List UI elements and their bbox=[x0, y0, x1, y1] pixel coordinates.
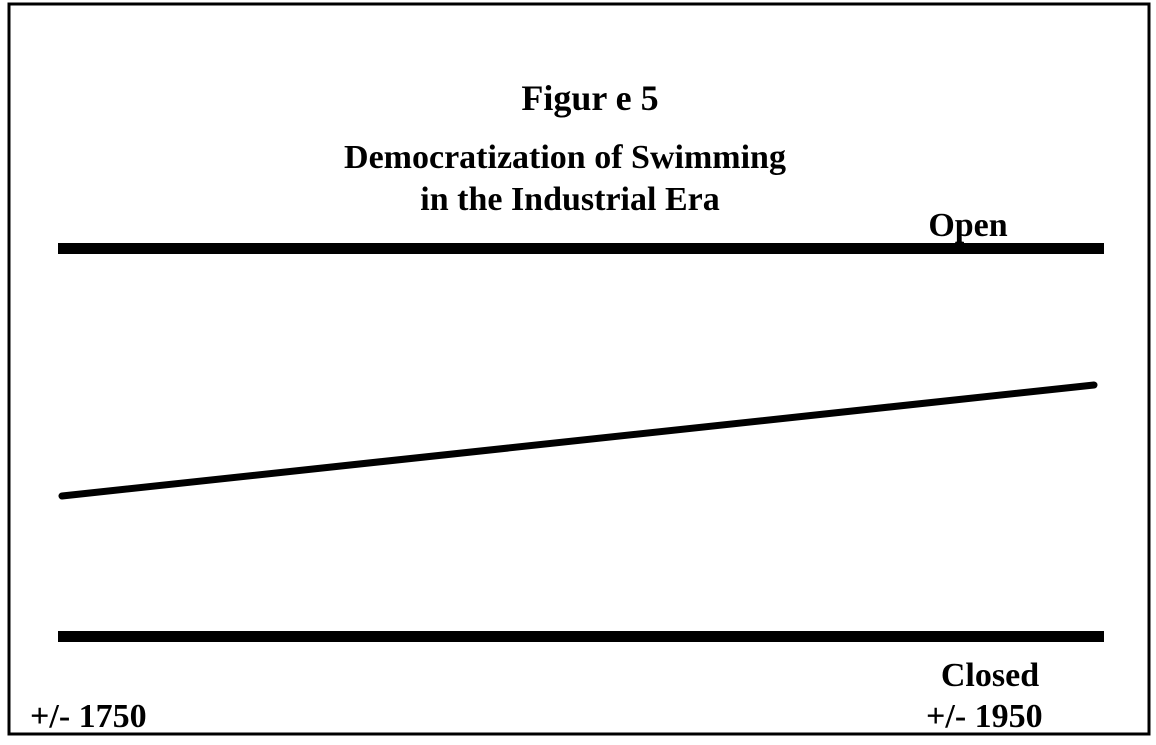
top-label: Open bbox=[928, 207, 1007, 244]
subtitle-line: Democratization of Swimming bbox=[344, 139, 786, 176]
end-label: +/- 1950 bbox=[926, 698, 1043, 735]
subtitle-line: in the Industrial Era bbox=[420, 181, 719, 218]
title: Figur e 5 bbox=[521, 78, 658, 118]
start-label: +/- 1750 bbox=[30, 698, 147, 735]
bottom-bar bbox=[58, 631, 1104, 642]
trend-line bbox=[58, 381, 1098, 500]
bottom-label: Closed bbox=[941, 657, 1039, 694]
frame bbox=[7, 2, 1151, 736]
top-bar bbox=[58, 243, 1104, 254]
